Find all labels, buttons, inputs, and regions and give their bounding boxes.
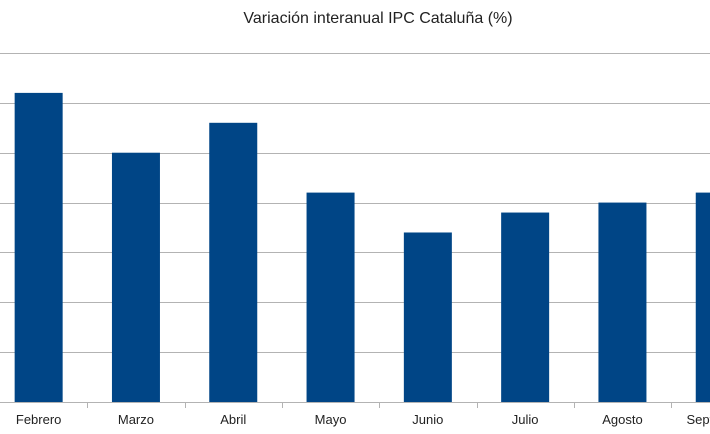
- bar: [14, 92, 63, 402]
- x-tick-label: Agosto: [602, 412, 642, 427]
- bar: [598, 202, 647, 402]
- bar: [111, 152, 160, 402]
- bar: [695, 192, 710, 402]
- x-tick-label: Julio: [512, 412, 539, 427]
- x-tick-label: Marzo: [118, 412, 154, 427]
- x-tick-label: Mayo: [315, 412, 347, 427]
- bar: [403, 232, 452, 402]
- bar: [306, 192, 355, 402]
- chart-title: Variación interanual IPC Cataluña (%): [243, 10, 513, 27]
- x-tick-label: Junio: [412, 412, 443, 427]
- bar: [209, 122, 258, 403]
- bar: [501, 212, 550, 402]
- x-tick-label: Febrero: [16, 412, 62, 427]
- x-tick-label: Septiembre: [687, 412, 710, 427]
- x-tick-label: Abril: [220, 412, 246, 427]
